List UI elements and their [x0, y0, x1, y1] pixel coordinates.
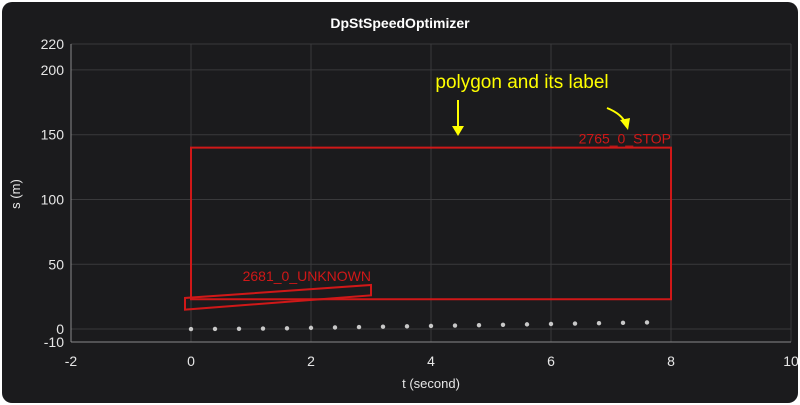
y-tick-label: 150: [41, 127, 65, 143]
x-tick-label: -2: [65, 353, 78, 369]
data-point: [620, 320, 626, 326]
y-tick-label: 50: [48, 256, 64, 272]
y-tick-label: 220: [41, 36, 65, 52]
chart-title: DpStSpeedOptimizer: [330, 15, 470, 31]
annotation-arrow-head: [452, 126, 464, 136]
polygons: 2765_0_STOP 2681_0_UNKNOWN: [184, 131, 672, 311]
data-point: [452, 323, 458, 328]
y-axis-label: s (m): [8, 179, 23, 209]
x-tick-label: 4: [427, 353, 435, 369]
annotations: polygon and its label: [435, 72, 630, 136]
x-tick-label: 8: [667, 353, 675, 369]
x-tick-label: 6: [547, 353, 555, 369]
data-point: [236, 326, 242, 331]
x-axis-label: t (second): [402, 376, 460, 391]
data-point: [572, 321, 578, 326]
data-point: [260, 326, 266, 331]
annotation-text: polygon and its label: [435, 72, 608, 93]
polygon-0: [190, 146, 672, 301]
data-point: [644, 320, 650, 325]
y-tick-label: 200: [41, 62, 65, 78]
polygon-label-1: 2681_0_UNKNOWN: [243, 268, 371, 284]
data-point: [188, 326, 194, 332]
x-tick-label: 0: [187, 353, 195, 369]
data-point: [332, 325, 338, 330]
annotation-arrow-head: [620, 118, 630, 130]
data-point: [524, 322, 530, 327]
data-point: [476, 322, 482, 328]
x-tick-label: 10: [783, 353, 798, 369]
y-tick-label: 100: [41, 191, 65, 207]
data-point: [284, 326, 290, 331]
polygon-1: [184, 283, 372, 311]
data-point: [356, 324, 362, 330]
y-tick-label: 0: [56, 321, 64, 337]
data-point: [212, 326, 218, 332]
x-tick-label: 2: [307, 353, 315, 369]
data-point: [596, 321, 602, 326]
data-point: [308, 325, 314, 331]
y-tick-label: -10: [44, 334, 64, 350]
data-point: [404, 324, 410, 329]
data-point: [500, 322, 506, 327]
polygon-label-0: 2765_0_STOP: [579, 131, 671, 147]
data-points: [188, 320, 650, 332]
data-point: [548, 321, 554, 327]
data-point: [380, 324, 386, 329]
data-point: [428, 323, 434, 329]
grid: [70, 43, 792, 343]
